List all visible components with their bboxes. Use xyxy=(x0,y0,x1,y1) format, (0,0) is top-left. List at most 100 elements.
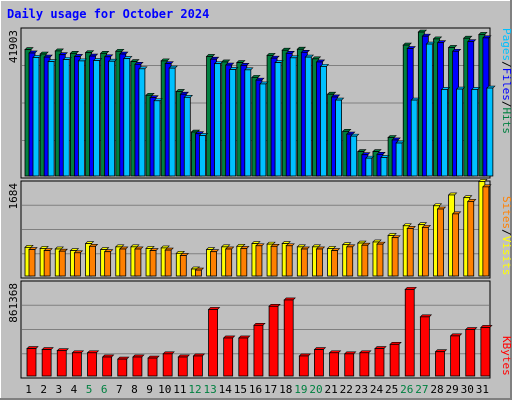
bar-pages-day-17 xyxy=(274,60,284,177)
bar-sites-day-29 xyxy=(451,211,462,277)
bar-kbytes-day-22 xyxy=(343,351,357,377)
bar-pages-day-8 xyxy=(138,66,148,177)
bar-kbytes-day-26 xyxy=(404,287,417,377)
x-tick-label-day-5: 5 xyxy=(86,383,93,396)
bar-sites-day-14 xyxy=(224,246,235,277)
bar-pages-day-4 xyxy=(77,58,88,177)
bar-pages-day-22 xyxy=(349,133,360,177)
bar-pages-day-9 xyxy=(153,98,163,177)
bar-sites-day-20 xyxy=(315,246,326,277)
bar-sites-day-17 xyxy=(270,243,280,277)
bar-kbytes-day-9 xyxy=(147,355,160,377)
bar-sites-day-3 xyxy=(58,248,68,277)
bar-kbytes-day-8 xyxy=(132,354,145,377)
bar-pages-day-13 xyxy=(213,61,224,177)
bar-visits-day-3 xyxy=(54,246,64,277)
bar-pages-day-14 xyxy=(228,67,239,177)
bar-kbytes-day-2 xyxy=(41,347,54,377)
legend-pages: Pages xyxy=(500,28,512,61)
bar-pages-day-15 xyxy=(244,67,254,177)
panel-kbytes: 861368 xyxy=(7,280,493,379)
x-tick-label-day-12: 12 xyxy=(188,383,201,396)
x-tick-label-day-29: 29 xyxy=(446,383,459,396)
bar-kbytes-day-23 xyxy=(359,350,372,377)
x-tick-label-day-14: 14 xyxy=(219,383,233,396)
bar-pages-day-23 xyxy=(365,155,375,177)
bar-kbytes-day-5 xyxy=(86,350,100,377)
x-tick-label-day-22: 22 xyxy=(340,383,353,396)
bar-sites-day-22 xyxy=(345,244,356,277)
bar-kbytes-day-11 xyxy=(177,354,191,377)
bar-hits-day-23 xyxy=(357,149,367,177)
x-tick-label-day-8: 8 xyxy=(131,383,138,396)
bar-sites-day-16 xyxy=(255,243,265,277)
bar-pages-day-18 xyxy=(289,55,299,177)
bar-kbytes-day-30 xyxy=(465,327,478,377)
bar-pages-day-29 xyxy=(455,86,466,177)
panel-visits-sites: 1684 xyxy=(7,179,492,279)
x-tick-label-day-21: 21 xyxy=(325,383,338,396)
bar-pages-day-12 xyxy=(198,133,209,177)
bar-pages-day-7 xyxy=(123,56,133,177)
bar-sites-day-1 xyxy=(28,247,38,277)
panel-max-label: 41903 xyxy=(7,30,20,63)
panel-hits-files-pages: 41903 xyxy=(7,27,496,179)
bar-sites-day-25 xyxy=(391,235,401,277)
bar-pages-day-3 xyxy=(62,57,72,177)
bar-pages-day-5 xyxy=(92,58,103,177)
bar-kbytes-day-4 xyxy=(71,350,85,377)
bar-visits-day-27 xyxy=(417,222,428,277)
bar-kbytes-day-20 xyxy=(313,347,327,377)
bar-kbytes-day-15 xyxy=(238,335,251,377)
bar-pages-day-26 xyxy=(410,97,420,177)
x-tick-label-day-13: 13 xyxy=(203,383,216,396)
bar-sites-day-6 xyxy=(103,249,114,277)
bar-hits-day-24 xyxy=(372,149,382,177)
bar-kbytes-day-25 xyxy=(389,342,402,377)
bar-kbytes-day-21 xyxy=(328,350,342,377)
x-tick-label-day-9: 9 xyxy=(146,383,153,396)
bar-kbytes-day-16 xyxy=(253,322,266,377)
x-tick-label-day-17: 17 xyxy=(264,383,277,396)
bar-sites-day-12 xyxy=(194,267,205,277)
bar-kbytes-day-6 xyxy=(101,354,115,377)
bar-kbytes-day-3 xyxy=(56,348,69,377)
x-tick-label-day-23: 23 xyxy=(355,383,368,396)
bar-kbytes-day-28 xyxy=(434,349,448,377)
bar-pages-day-27 xyxy=(425,41,436,177)
legend-files: Files xyxy=(500,68,512,101)
bar-kbytes-day-1 xyxy=(26,346,39,377)
bar-kbytes-day-10 xyxy=(162,351,175,377)
legend-separator: / xyxy=(500,101,512,108)
bar-sites-day-15 xyxy=(240,246,250,277)
svg-text:Sites/Visits: Sites/Visits xyxy=(500,196,512,276)
x-tick-label-day-10: 10 xyxy=(158,383,171,396)
svg-text:Pages/Files/Hits: Pages/Files/Hits xyxy=(500,28,512,134)
bar-pages-day-28 xyxy=(440,87,451,177)
bar-sites-day-2 xyxy=(43,248,53,277)
x-tick-label-day-26: 26 xyxy=(400,383,413,396)
bar-sites-day-19 xyxy=(300,246,311,277)
bar-pages-day-6 xyxy=(107,58,118,177)
bar-pages-day-10 xyxy=(168,65,178,177)
bar-pages-day-1 xyxy=(32,55,42,177)
panel-max-label: 861368 xyxy=(7,283,20,323)
x-tick-label-day-25: 25 xyxy=(385,383,398,396)
x-tick-label-day-1: 1 xyxy=(25,383,32,396)
x-tick-label-day-18: 18 xyxy=(279,383,292,396)
x-tick-label-day-11: 11 xyxy=(173,383,186,396)
legend-kbytes: KBytes xyxy=(500,336,512,376)
bar-kbytes-day-19 xyxy=(298,353,312,377)
bar-kbytes-day-18 xyxy=(283,297,296,377)
legend-visits: Visits xyxy=(500,236,512,276)
bar-sites-day-30 xyxy=(467,199,477,277)
bar-sites-day-13 xyxy=(209,249,220,277)
bar-pages-day-24 xyxy=(380,155,390,177)
x-tick-label-day-28: 28 xyxy=(430,383,443,396)
bar-sites-day-27 xyxy=(421,225,432,277)
x-tick-label-day-19: 19 xyxy=(294,383,307,396)
x-tick-label-day-3: 3 xyxy=(56,383,63,396)
legend-hits: Hits xyxy=(500,108,512,135)
bar-pages-day-31 xyxy=(486,85,496,177)
